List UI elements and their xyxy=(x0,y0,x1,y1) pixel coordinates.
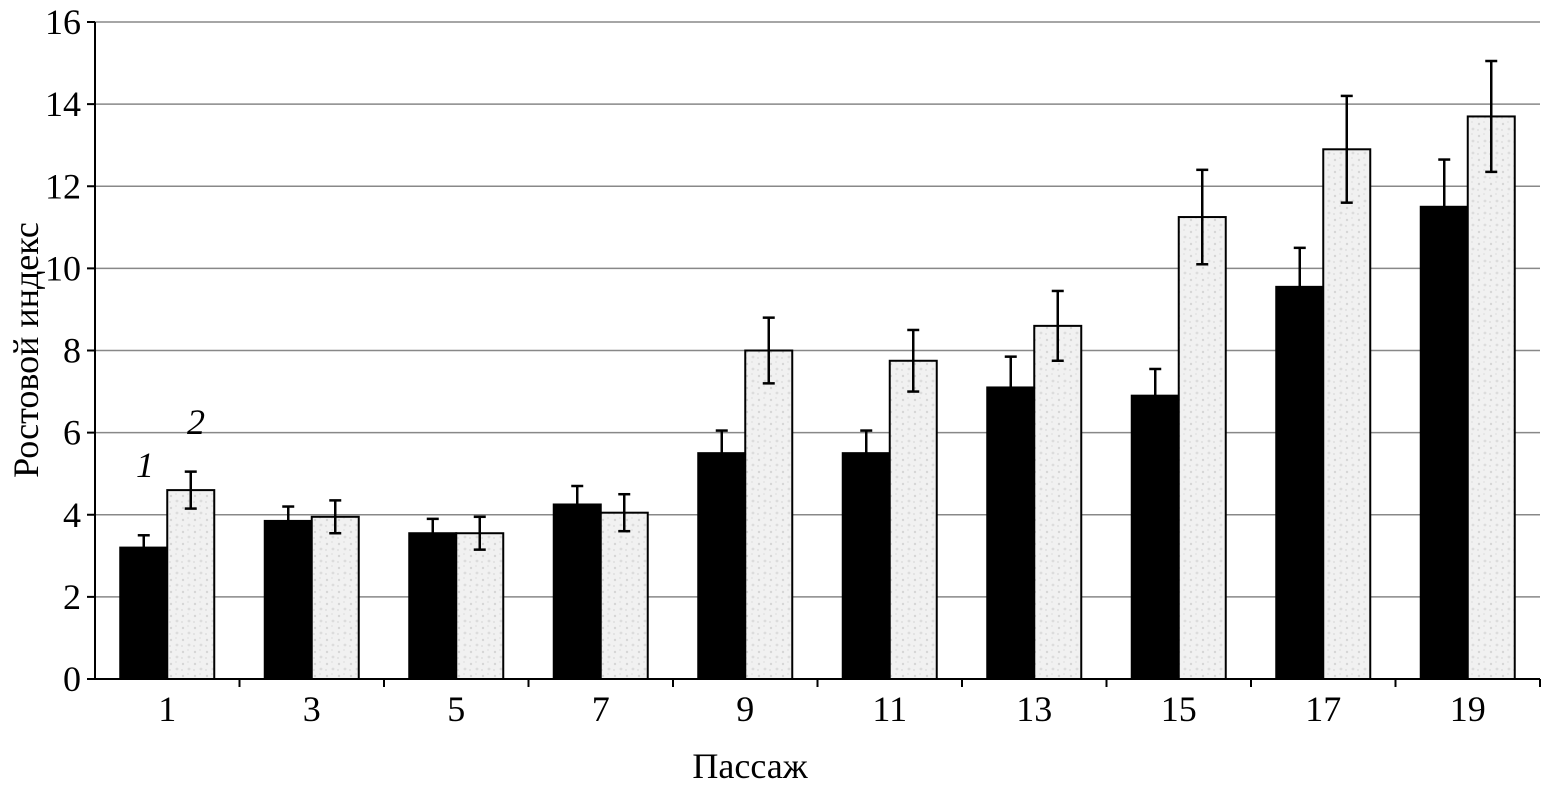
bar-series-2 xyxy=(455,532,505,681)
bar-series-2 xyxy=(1466,115,1516,681)
y-axis-label: Ростовой индекс xyxy=(6,222,46,478)
x-tick-label: 1 xyxy=(158,689,176,729)
y-tick-label: 14 xyxy=(45,84,81,124)
bar-series-2 xyxy=(1177,216,1227,680)
bar-series-2 xyxy=(1322,148,1372,680)
bar-series-1 xyxy=(1275,285,1325,680)
bar-series-2 xyxy=(166,489,216,680)
series-label-1: 1 xyxy=(136,445,154,485)
bar-series-2 xyxy=(599,511,649,681)
bar-series-1 xyxy=(1130,394,1180,680)
x-tick-label: 13 xyxy=(1016,689,1052,729)
x-tick-label: 5 xyxy=(447,689,465,729)
y-tick-label: 6 xyxy=(63,413,81,453)
bars xyxy=(119,59,1516,681)
y-tick-label: 2 xyxy=(63,577,81,617)
bar-series-1 xyxy=(408,532,458,681)
series-label-2: 2 xyxy=(187,402,205,442)
y-tick-label: 0 xyxy=(63,659,81,699)
x-tick-label: 15 xyxy=(1161,689,1197,729)
x-tick-label: 7 xyxy=(592,689,610,729)
bar-series-2 xyxy=(1033,324,1083,680)
y-tick-label: 8 xyxy=(63,331,81,371)
y-tick-label: 10 xyxy=(45,248,81,288)
bar-series-1 xyxy=(552,503,602,680)
bar-series-1 xyxy=(119,546,169,680)
x-tick-label: 3 xyxy=(303,689,321,729)
bar-series-2 xyxy=(888,359,938,680)
y-tick-label: 4 xyxy=(63,495,81,535)
bar-series-2 xyxy=(744,349,794,680)
y-tick-label: 16 xyxy=(45,2,81,42)
x-tick-label: 9 xyxy=(736,689,754,729)
x-tick-label: 17 xyxy=(1305,689,1341,729)
x-axis-label: Пассаж xyxy=(692,746,808,786)
bar-series-2 xyxy=(310,515,360,680)
bar-series-1 xyxy=(841,452,891,680)
y-tick-label: 12 xyxy=(45,166,81,206)
bar-series-1 xyxy=(986,386,1036,680)
x-tick-label: 11 xyxy=(872,689,907,729)
bar-series-1 xyxy=(697,452,747,680)
bar-series-1 xyxy=(1419,205,1469,680)
x-tick-label: 19 xyxy=(1450,689,1486,729)
bar-series-1 xyxy=(263,519,313,680)
